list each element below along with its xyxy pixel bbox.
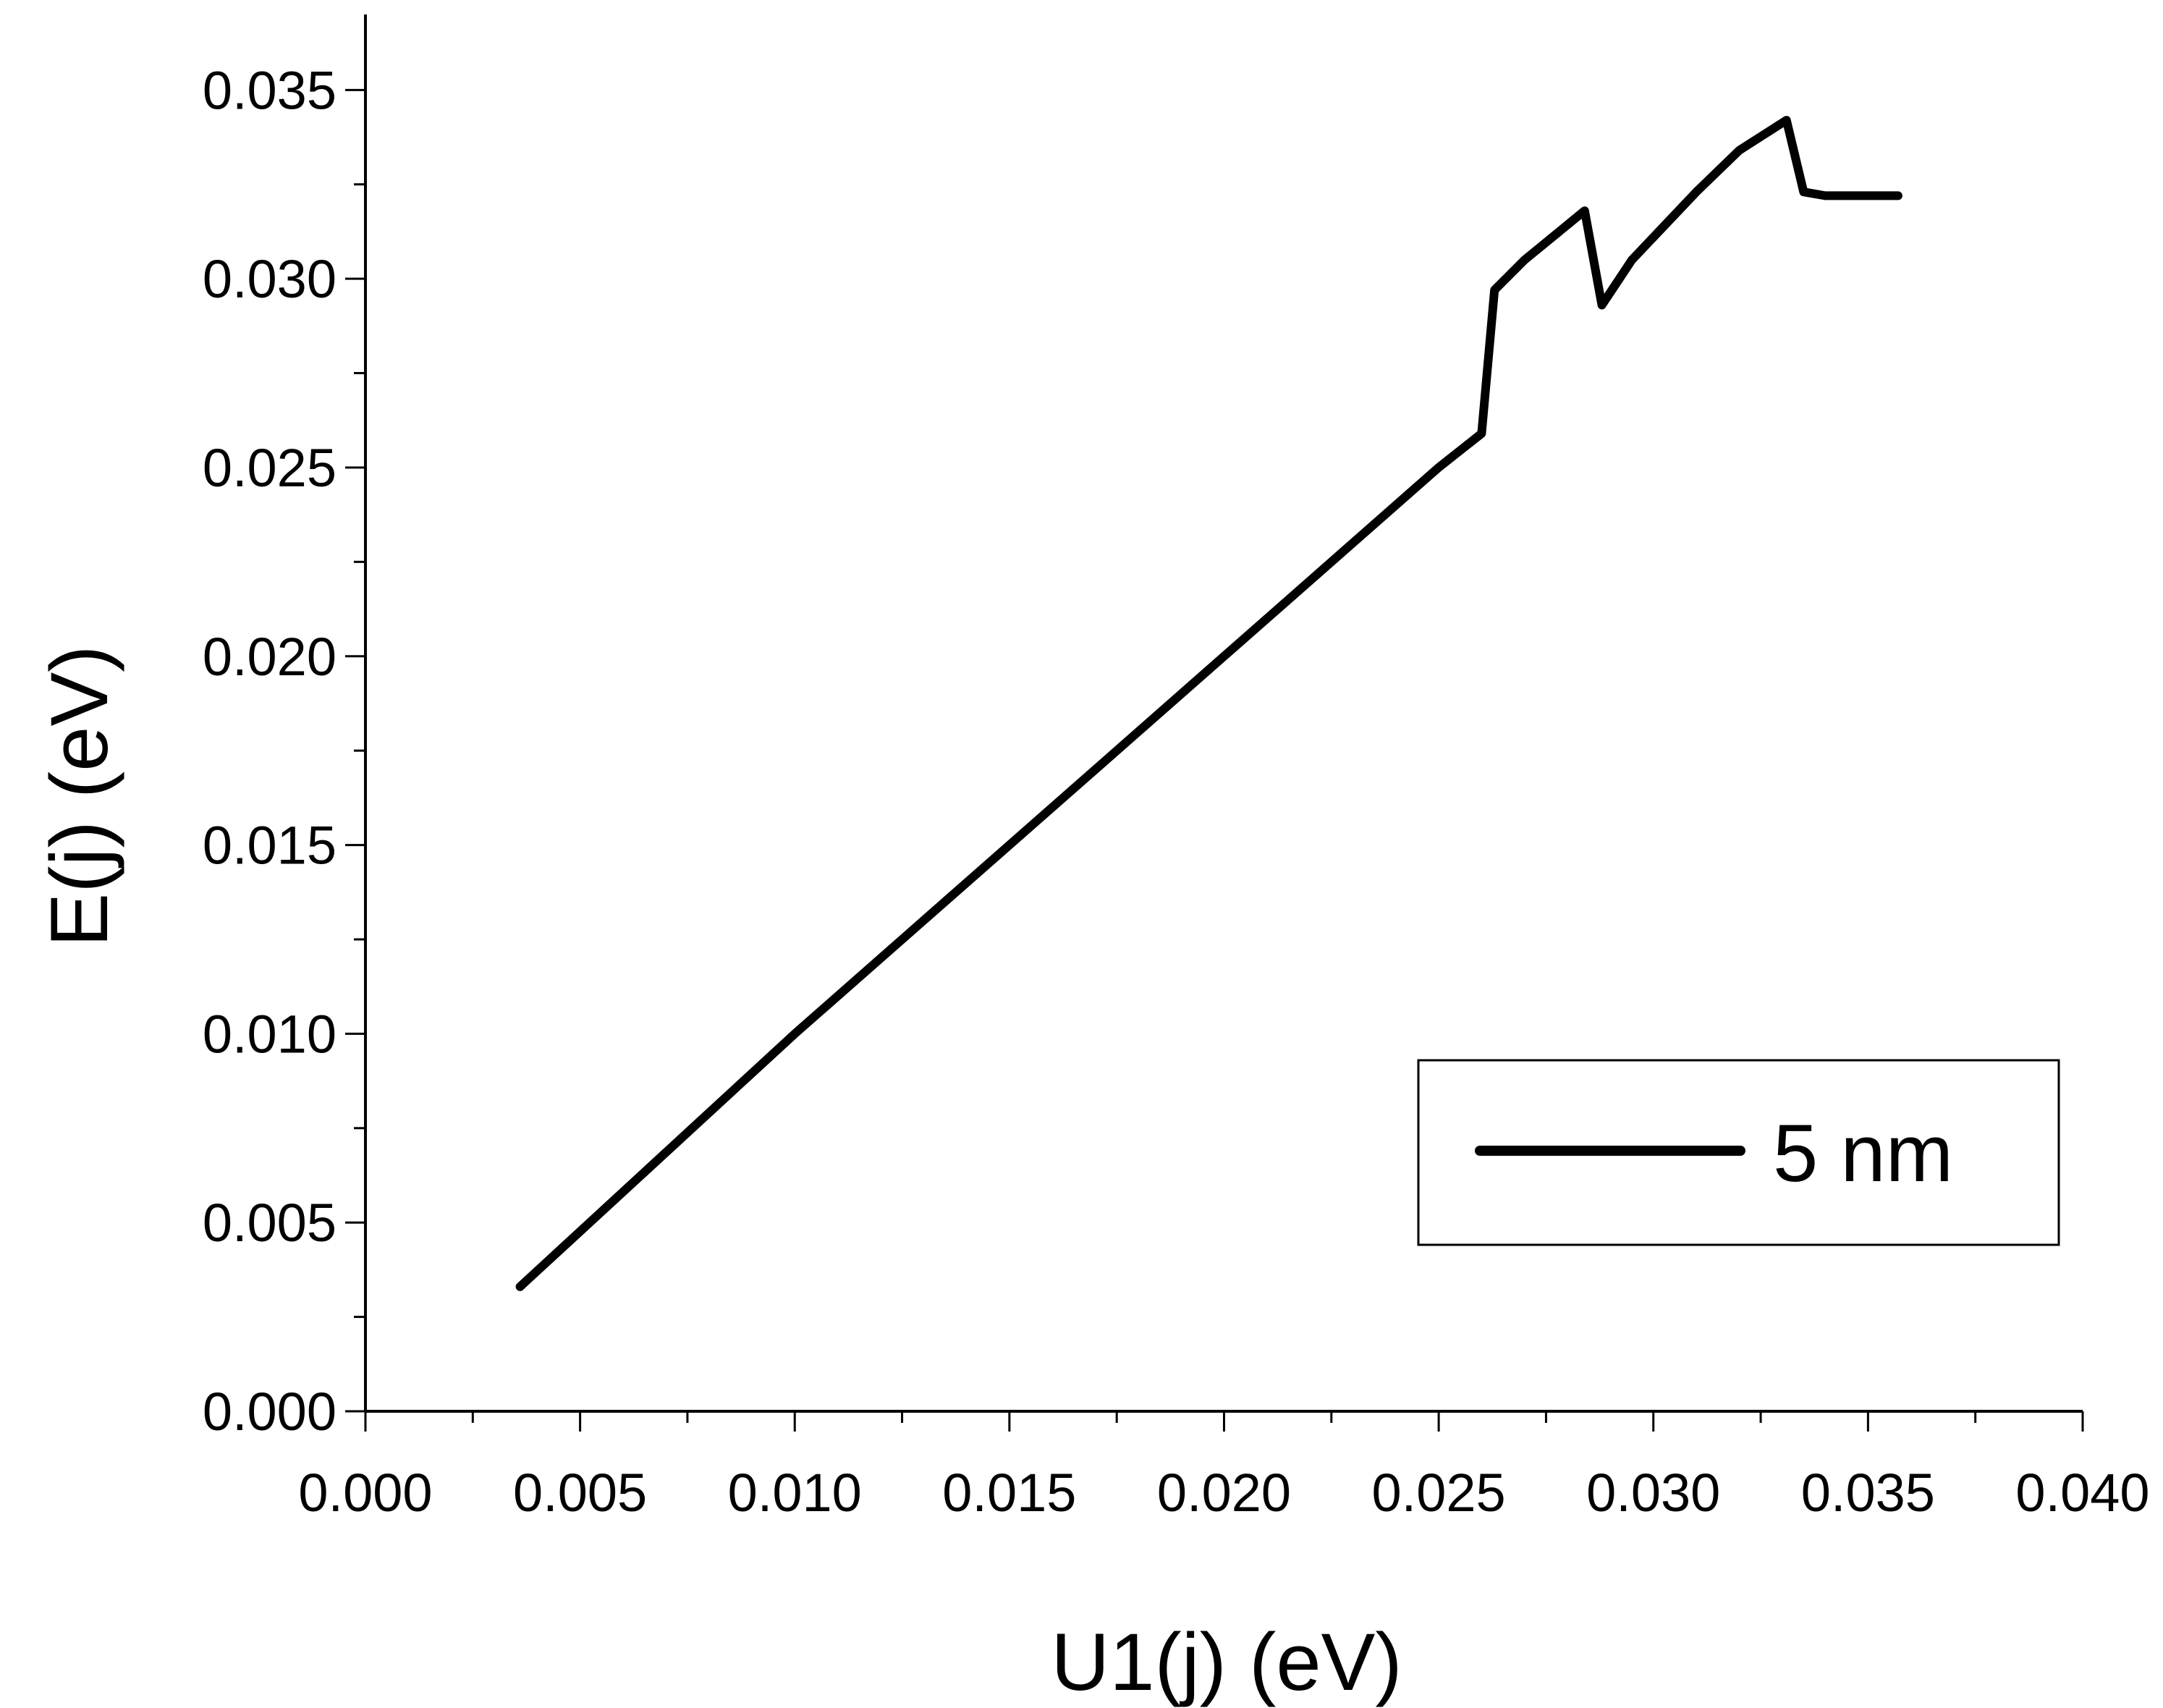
y-tick-label: 0.000 [203,1382,336,1442]
legend-box [1417,1059,2060,1246]
x-tick-label: 0.020 [1157,1463,1291,1523]
x-tick-label: 0.025 [1372,1463,1506,1523]
series-layer [515,116,1902,1291]
y-tick-label: 0.035 [203,60,336,120]
x-tick-label: 0.035 [1801,1463,1935,1523]
x-tick-label: 0.040 [2015,1463,2149,1523]
legend: 5 nm [1417,1059,2060,1246]
y-tick-label: 0.030 [203,249,336,309]
legend-label: 5 nm [1773,1108,1953,1198]
x-tick-label: 0.010 [728,1463,862,1523]
axes [364,14,2083,1413]
y-tick-label: 0.020 [203,627,336,687]
x-tick-label: 0.000 [298,1463,432,1523]
x-axis-title: U1(j) (eV) [1051,1617,1402,1707]
x-tick-label: 0.030 [1586,1463,1720,1523]
y-tick-label: 0.005 [203,1193,336,1253]
y-axis-title: E(j) (eV) [34,646,124,947]
y-tick-label: 0.025 [203,438,336,498]
x-tick-label: 0.005 [513,1463,647,1523]
ticks: 0.000 0.005 0.010 0.015 0.020 0.025 0.030 0.035… [203,60,2150,1523]
x-tick-label: 0.015 [942,1463,1076,1523]
y-tick-label: 0.015 [203,816,336,876]
series-line [515,116,1902,1291]
y-tick-label: 0.010 [203,1004,336,1064]
